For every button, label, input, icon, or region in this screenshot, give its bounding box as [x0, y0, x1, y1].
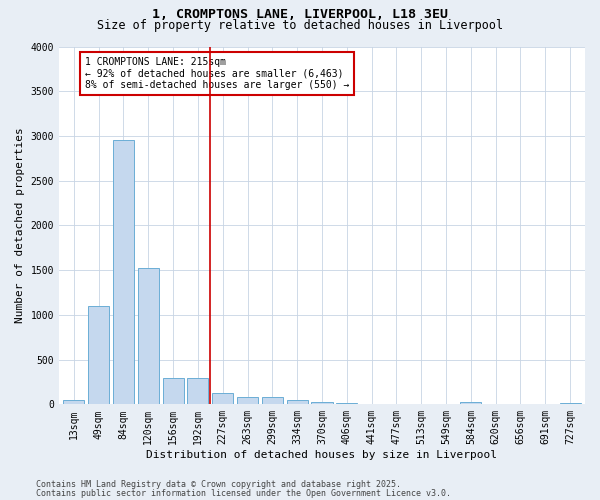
- Bar: [237, 397, 258, 404]
- Y-axis label: Number of detached properties: Number of detached properties: [15, 128, 25, 324]
- Text: Size of property relative to detached houses in Liverpool: Size of property relative to detached ho…: [97, 18, 503, 32]
- Bar: [287, 400, 308, 404]
- Text: 1, CROMPTONS LANE, LIVERPOOL, L18 3EU: 1, CROMPTONS LANE, LIVERPOOL, L18 3EU: [152, 8, 448, 20]
- Bar: [212, 392, 233, 404]
- Text: Contains public sector information licensed under the Open Government Licence v3: Contains public sector information licen…: [36, 488, 451, 498]
- Bar: [311, 402, 332, 404]
- Bar: [113, 140, 134, 404]
- Bar: [460, 402, 481, 404]
- Bar: [138, 268, 159, 404]
- Bar: [63, 400, 85, 404]
- Bar: [262, 397, 283, 404]
- Bar: [88, 306, 109, 404]
- X-axis label: Distribution of detached houses by size in Liverpool: Distribution of detached houses by size …: [146, 450, 497, 460]
- Bar: [187, 378, 208, 404]
- Text: Contains HM Land Registry data © Crown copyright and database right 2025.: Contains HM Land Registry data © Crown c…: [36, 480, 401, 489]
- Bar: [163, 378, 184, 404]
- Text: 1 CROMPTONS LANE: 215sqm
← 92% of detached houses are smaller (6,463)
8% of semi: 1 CROMPTONS LANE: 215sqm ← 92% of detach…: [85, 57, 350, 90]
